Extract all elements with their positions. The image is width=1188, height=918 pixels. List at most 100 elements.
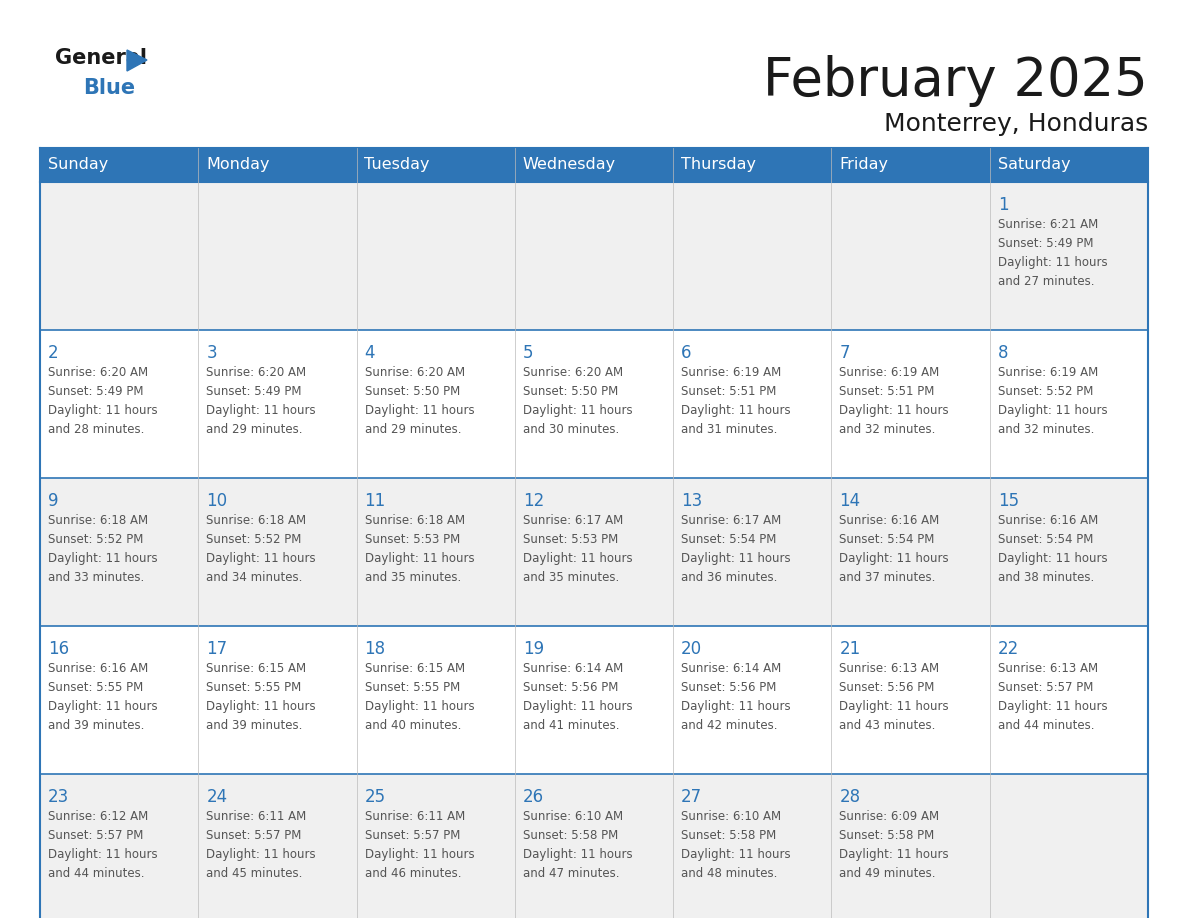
Text: Sunrise: 6:17 AM: Sunrise: 6:17 AM	[523, 514, 624, 527]
Text: Sunrise: 6:19 AM: Sunrise: 6:19 AM	[681, 366, 782, 379]
Text: Monterrey, Honduras: Monterrey, Honduras	[884, 112, 1148, 136]
Text: Daylight: 11 hours: Daylight: 11 hours	[207, 404, 316, 417]
Text: Daylight: 11 hours: Daylight: 11 hours	[48, 700, 158, 713]
Text: Sunrise: 6:18 AM: Sunrise: 6:18 AM	[207, 514, 307, 527]
Text: Sunset: 5:55 PM: Sunset: 5:55 PM	[365, 681, 460, 694]
Text: 13: 13	[681, 492, 702, 510]
Text: Wednesday: Wednesday	[523, 158, 615, 173]
Bar	[832, 330, 990, 478]
Text: Daylight: 11 hours: Daylight: 11 hours	[998, 404, 1107, 417]
Text: Sunset: 5:56 PM: Sunset: 5:56 PM	[840, 681, 935, 694]
Text: Daylight: 11 hours: Daylight: 11 hours	[840, 552, 949, 565]
Bar	[514, 182, 674, 330]
Text: Sunset: 5:54 PM: Sunset: 5:54 PM	[681, 533, 777, 546]
Text: Sunset: 5:57 PM: Sunset: 5:57 PM	[998, 681, 1093, 694]
Bar	[990, 626, 1148, 774]
Bar	[514, 774, 674, 918]
Bar	[674, 774, 832, 918]
Text: Sunrise: 6:12 AM: Sunrise: 6:12 AM	[48, 810, 148, 823]
Text: 5: 5	[523, 344, 533, 362]
Text: and 49 minutes.: and 49 minutes.	[840, 867, 936, 880]
Text: 28: 28	[840, 788, 860, 806]
Text: Sunset: 5:53 PM: Sunset: 5:53 PM	[365, 533, 460, 546]
Text: Sunrise: 6:14 AM: Sunrise: 6:14 AM	[523, 662, 624, 675]
Text: and 39 minutes.: and 39 minutes.	[48, 719, 145, 732]
Text: Daylight: 11 hours: Daylight: 11 hours	[681, 404, 791, 417]
Text: Sunset: 5:57 PM: Sunset: 5:57 PM	[365, 829, 460, 842]
Bar	[356, 626, 514, 774]
Text: Sunrise: 6:10 AM: Sunrise: 6:10 AM	[681, 810, 782, 823]
Text: Sunset: 5:51 PM: Sunset: 5:51 PM	[840, 385, 935, 398]
Text: and 32 minutes.: and 32 minutes.	[998, 423, 1094, 436]
Text: Sunset: 5:58 PM: Sunset: 5:58 PM	[523, 829, 618, 842]
Text: 10: 10	[207, 492, 227, 510]
Text: Daylight: 11 hours: Daylight: 11 hours	[523, 404, 632, 417]
Text: and 31 minutes.: and 31 minutes.	[681, 423, 777, 436]
Text: Sunrise: 6:19 AM: Sunrise: 6:19 AM	[998, 366, 1098, 379]
Text: Sunset: 5:53 PM: Sunset: 5:53 PM	[523, 533, 618, 546]
Text: Sunset: 5:49 PM: Sunset: 5:49 PM	[207, 385, 302, 398]
Text: Sunset: 5:55 PM: Sunset: 5:55 PM	[48, 681, 144, 694]
Text: Daylight: 11 hours: Daylight: 11 hours	[48, 404, 158, 417]
Text: and 34 minutes.: and 34 minutes.	[207, 571, 303, 584]
Text: Daylight: 11 hours: Daylight: 11 hours	[207, 552, 316, 565]
Text: 15: 15	[998, 492, 1019, 510]
Text: and 37 minutes.: and 37 minutes.	[840, 571, 936, 584]
Text: and 38 minutes.: and 38 minutes.	[998, 571, 1094, 584]
Text: 3: 3	[207, 344, 217, 362]
Bar	[514, 148, 674, 182]
Text: Daylight: 11 hours: Daylight: 11 hours	[998, 552, 1107, 565]
Text: 12: 12	[523, 492, 544, 510]
Text: Sunday: Sunday	[48, 158, 108, 173]
Text: General: General	[55, 48, 147, 68]
Text: Sunset: 5:50 PM: Sunset: 5:50 PM	[523, 385, 618, 398]
Text: Sunset: 5:57 PM: Sunset: 5:57 PM	[48, 829, 144, 842]
Text: Blue: Blue	[83, 78, 135, 98]
Text: Sunrise: 6:18 AM: Sunrise: 6:18 AM	[365, 514, 465, 527]
Text: Daylight: 11 hours: Daylight: 11 hours	[365, 404, 474, 417]
Bar	[198, 774, 356, 918]
Text: 11: 11	[365, 492, 386, 510]
Text: Daylight: 11 hours: Daylight: 11 hours	[523, 848, 632, 861]
Bar	[198, 148, 356, 182]
Text: Sunset: 5:56 PM: Sunset: 5:56 PM	[523, 681, 618, 694]
Text: Sunset: 5:50 PM: Sunset: 5:50 PM	[365, 385, 460, 398]
Text: and 43 minutes.: and 43 minutes.	[840, 719, 936, 732]
Text: and 48 minutes.: and 48 minutes.	[681, 867, 777, 880]
Text: Daylight: 11 hours: Daylight: 11 hours	[681, 848, 791, 861]
Bar	[40, 478, 198, 626]
Bar	[356, 148, 514, 182]
Text: Sunset: 5:52 PM: Sunset: 5:52 PM	[48, 533, 144, 546]
Text: and 27 minutes.: and 27 minutes.	[998, 275, 1094, 288]
Bar	[356, 330, 514, 478]
Bar	[198, 626, 356, 774]
Text: 26: 26	[523, 788, 544, 806]
Text: Daylight: 11 hours: Daylight: 11 hours	[365, 552, 474, 565]
Text: Sunset: 5:54 PM: Sunset: 5:54 PM	[998, 533, 1093, 546]
Bar	[514, 478, 674, 626]
Text: 19: 19	[523, 640, 544, 658]
Text: Sunrise: 6:21 AM: Sunrise: 6:21 AM	[998, 218, 1098, 231]
Text: Daylight: 11 hours: Daylight: 11 hours	[840, 404, 949, 417]
Text: Daylight: 11 hours: Daylight: 11 hours	[48, 552, 158, 565]
Text: and 28 minutes.: and 28 minutes.	[48, 423, 145, 436]
Text: Daylight: 11 hours: Daylight: 11 hours	[365, 848, 474, 861]
Text: and 45 minutes.: and 45 minutes.	[207, 867, 303, 880]
Bar	[990, 148, 1148, 182]
Text: and 30 minutes.: and 30 minutes.	[523, 423, 619, 436]
Bar	[40, 182, 198, 330]
Text: Sunrise: 6:10 AM: Sunrise: 6:10 AM	[523, 810, 623, 823]
Text: and 44 minutes.: and 44 minutes.	[998, 719, 1094, 732]
Text: February 2025: February 2025	[763, 55, 1148, 107]
Text: and 39 minutes.: and 39 minutes.	[207, 719, 303, 732]
Text: Sunset: 5:55 PM: Sunset: 5:55 PM	[207, 681, 302, 694]
Bar	[832, 626, 990, 774]
Bar	[832, 478, 990, 626]
Text: 21: 21	[840, 640, 860, 658]
Text: 24: 24	[207, 788, 227, 806]
Text: Sunrise: 6:15 AM: Sunrise: 6:15 AM	[365, 662, 465, 675]
Text: Sunset: 5:54 PM: Sunset: 5:54 PM	[840, 533, 935, 546]
Bar	[674, 626, 832, 774]
Text: 17: 17	[207, 640, 227, 658]
Text: 22: 22	[998, 640, 1019, 658]
